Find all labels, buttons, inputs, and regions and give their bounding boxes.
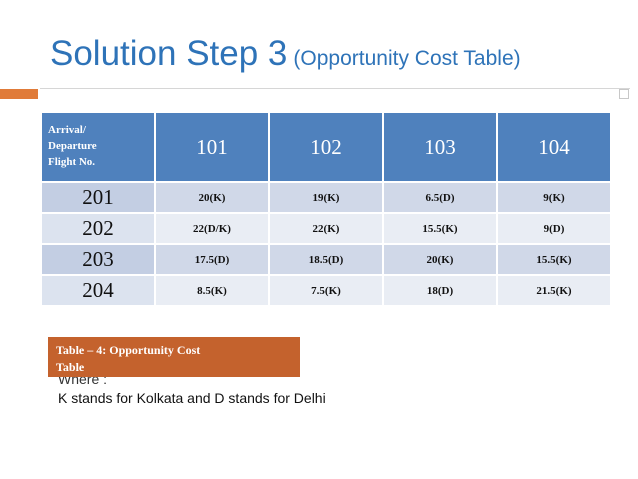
table-cell: 15.5(K): [382, 212, 498, 245]
table-header-row: Arrival/ Departure Flight No. 101 102 10…: [40, 111, 612, 183]
corner-line: Departure: [48, 140, 97, 153]
table-row: 202 22(D/K) 22(K) 15.5(K) 9(D): [40, 212, 612, 245]
table-cell: 22(D/K): [154, 212, 270, 245]
opportunity-cost-table: Arrival/ Departure Flight No. 101 102 10…: [40, 111, 612, 307]
table-cell: 8.5(K): [154, 274, 270, 307]
corner-line: Arrival/: [48, 124, 86, 137]
corner-line: Flight No.: [48, 155, 96, 168]
table-row: 204 8.5(K) 7.5(K) 18(D) 21.5(K): [40, 274, 612, 307]
table-cell: 20(K): [382, 243, 498, 276]
column-header: 102: [268, 111, 384, 183]
accent-square-right: [619, 89, 629, 99]
column-header: 104: [496, 111, 612, 183]
title-main: Solution Step 3: [50, 34, 288, 73]
row-header: 202: [40, 212, 156, 245]
table-cell: 18(D): [382, 274, 498, 307]
table-cell: 7.5(K): [268, 274, 384, 307]
row-header: 201: [40, 181, 156, 214]
table-row: 203 17.5(D) 18.5(D) 20(K) 15.5(K): [40, 243, 612, 276]
corner-header-cell: Arrival/ Departure Flight No.: [40, 111, 156, 183]
table-cell: 9(D): [496, 212, 612, 245]
table-caption: Table – 4: Opportunity Cost Table: [48, 337, 300, 377]
caption-line: Table: [56, 360, 85, 375]
footnote-text: K stands for Kolkata and D stands for De…: [58, 390, 326, 406]
column-header: 103: [382, 111, 498, 183]
table-cell: 20(K): [154, 181, 270, 214]
accent-bar-left: [0, 89, 38, 99]
table-cell: 9(K): [496, 181, 612, 214]
title-subtitle: (Opportunity Cost Table): [293, 47, 521, 70]
title-divider: [40, 18, 630, 89]
row-header: 203: [40, 243, 156, 276]
table-row: 201 20(K) 19(K) 6.5(D) 9(K): [40, 181, 612, 214]
row-header: 204: [40, 274, 156, 307]
table-cell: 6.5(D): [382, 181, 498, 214]
table-cell: 21.5(K): [496, 274, 612, 307]
caption-line: Table – 4: Opportunity Cost: [56, 343, 201, 357]
table-cell: 19(K): [268, 181, 384, 214]
table-cell: 15.5(K): [496, 243, 612, 276]
column-header: 101: [154, 111, 270, 183]
table-cell: 17.5(D): [154, 243, 270, 276]
table-cell: 18.5(D): [268, 243, 384, 276]
table-cell: 22(K): [268, 212, 384, 245]
slide-title: Solution Step 3 (Opportunity Cost Table): [50, 34, 521, 74]
